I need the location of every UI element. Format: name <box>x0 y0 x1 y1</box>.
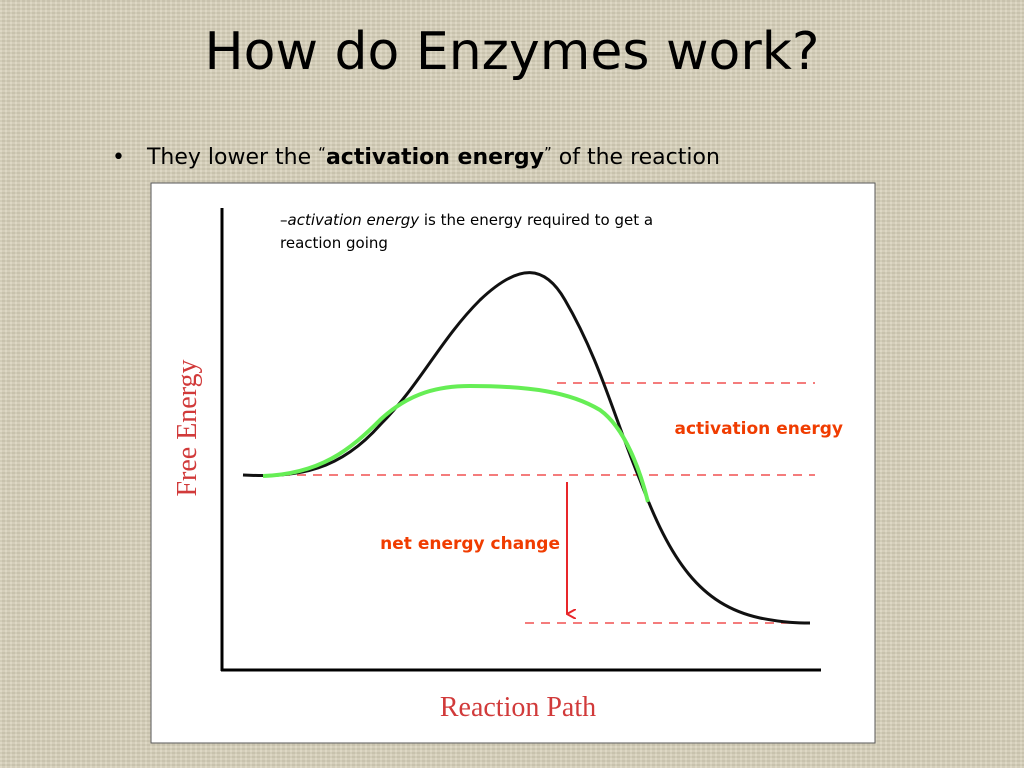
uncatalyzed-curve <box>242 271 811 625</box>
bullet: • They lower the “activation energy” of t… <box>112 144 720 170</box>
y-axis-label: Free Energy <box>172 359 203 496</box>
bullet-term: activation energy <box>325 145 545 170</box>
bullet-marker: • <box>112 145 125 170</box>
net-label: net energy change <box>380 534 560 554</box>
note: –activation energy is the energy require… <box>280 211 653 229</box>
bullet-text: They lower the <box>146 145 319 170</box>
note-text: reaction going <box>280 234 388 252</box>
note-text: is the energy required to get a <box>419 211 653 229</box>
x-axis-label: Reaction Path <box>440 692 596 723</box>
activation-label: activation energy <box>674 419 843 439</box>
bullet-text: of the reaction <box>551 145 720 170</box>
diagram-frame <box>150 182 876 744</box>
note-dash: – <box>280 211 288 229</box>
note-term: activation energy <box>288 211 421 229</box>
slide-title: How do Enzymes work? <box>204 22 820 82</box>
quote: “ <box>318 144 326 162</box>
quote: ” <box>544 144 552 162</box>
catalyzed-curve <box>262 383 650 503</box>
